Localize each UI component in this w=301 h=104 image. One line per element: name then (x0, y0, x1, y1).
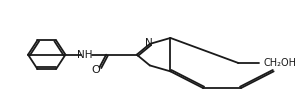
Text: N: N (145, 38, 153, 48)
Text: CH₂OH: CH₂OH (264, 58, 297, 68)
Text: NH: NH (77, 50, 93, 60)
Text: O: O (92, 65, 100, 75)
